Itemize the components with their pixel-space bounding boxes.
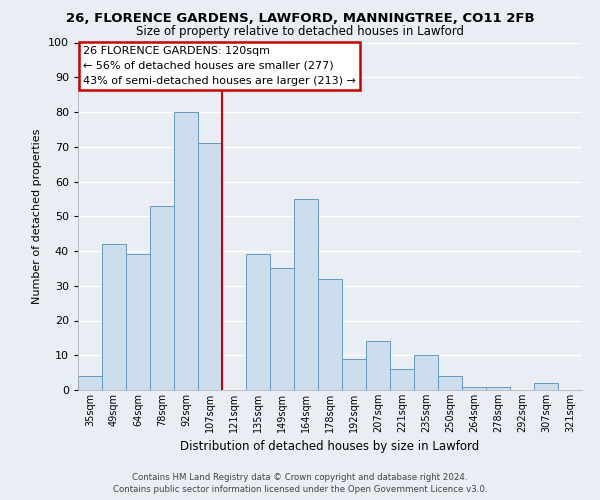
Text: Size of property relative to detached houses in Lawford: Size of property relative to detached ho… [136,25,464,38]
Bar [294,199,318,390]
Text: 26, FLORENCE GARDENS, LAWFORD, MANNINGTREE, CO11 2FB: 26, FLORENCE GARDENS, LAWFORD, MANNINGTR… [65,12,535,26]
Bar [246,254,270,390]
Bar [270,268,294,390]
Bar [438,376,462,390]
Bar [366,342,390,390]
Bar [126,254,150,390]
Bar [486,386,510,390]
Bar [414,355,438,390]
Text: 26 FLORENCE GARDENS: 120sqm
← 56% of detached houses are smaller (277)
43% of se: 26 FLORENCE GARDENS: 120sqm ← 56% of det… [83,46,356,86]
Bar [198,144,222,390]
X-axis label: Distribution of detached houses by size in Lawford: Distribution of detached houses by size … [181,440,479,454]
Bar [174,112,198,390]
Y-axis label: Number of detached properties: Number of detached properties [32,128,43,304]
Bar [102,244,126,390]
Bar [534,383,558,390]
Bar [390,369,414,390]
Bar [318,279,342,390]
Bar [150,206,174,390]
Text: Contains HM Land Registry data © Crown copyright and database right 2024.
Contai: Contains HM Land Registry data © Crown c… [113,472,487,494]
Bar [78,376,102,390]
Bar [462,386,486,390]
Bar [342,358,366,390]
